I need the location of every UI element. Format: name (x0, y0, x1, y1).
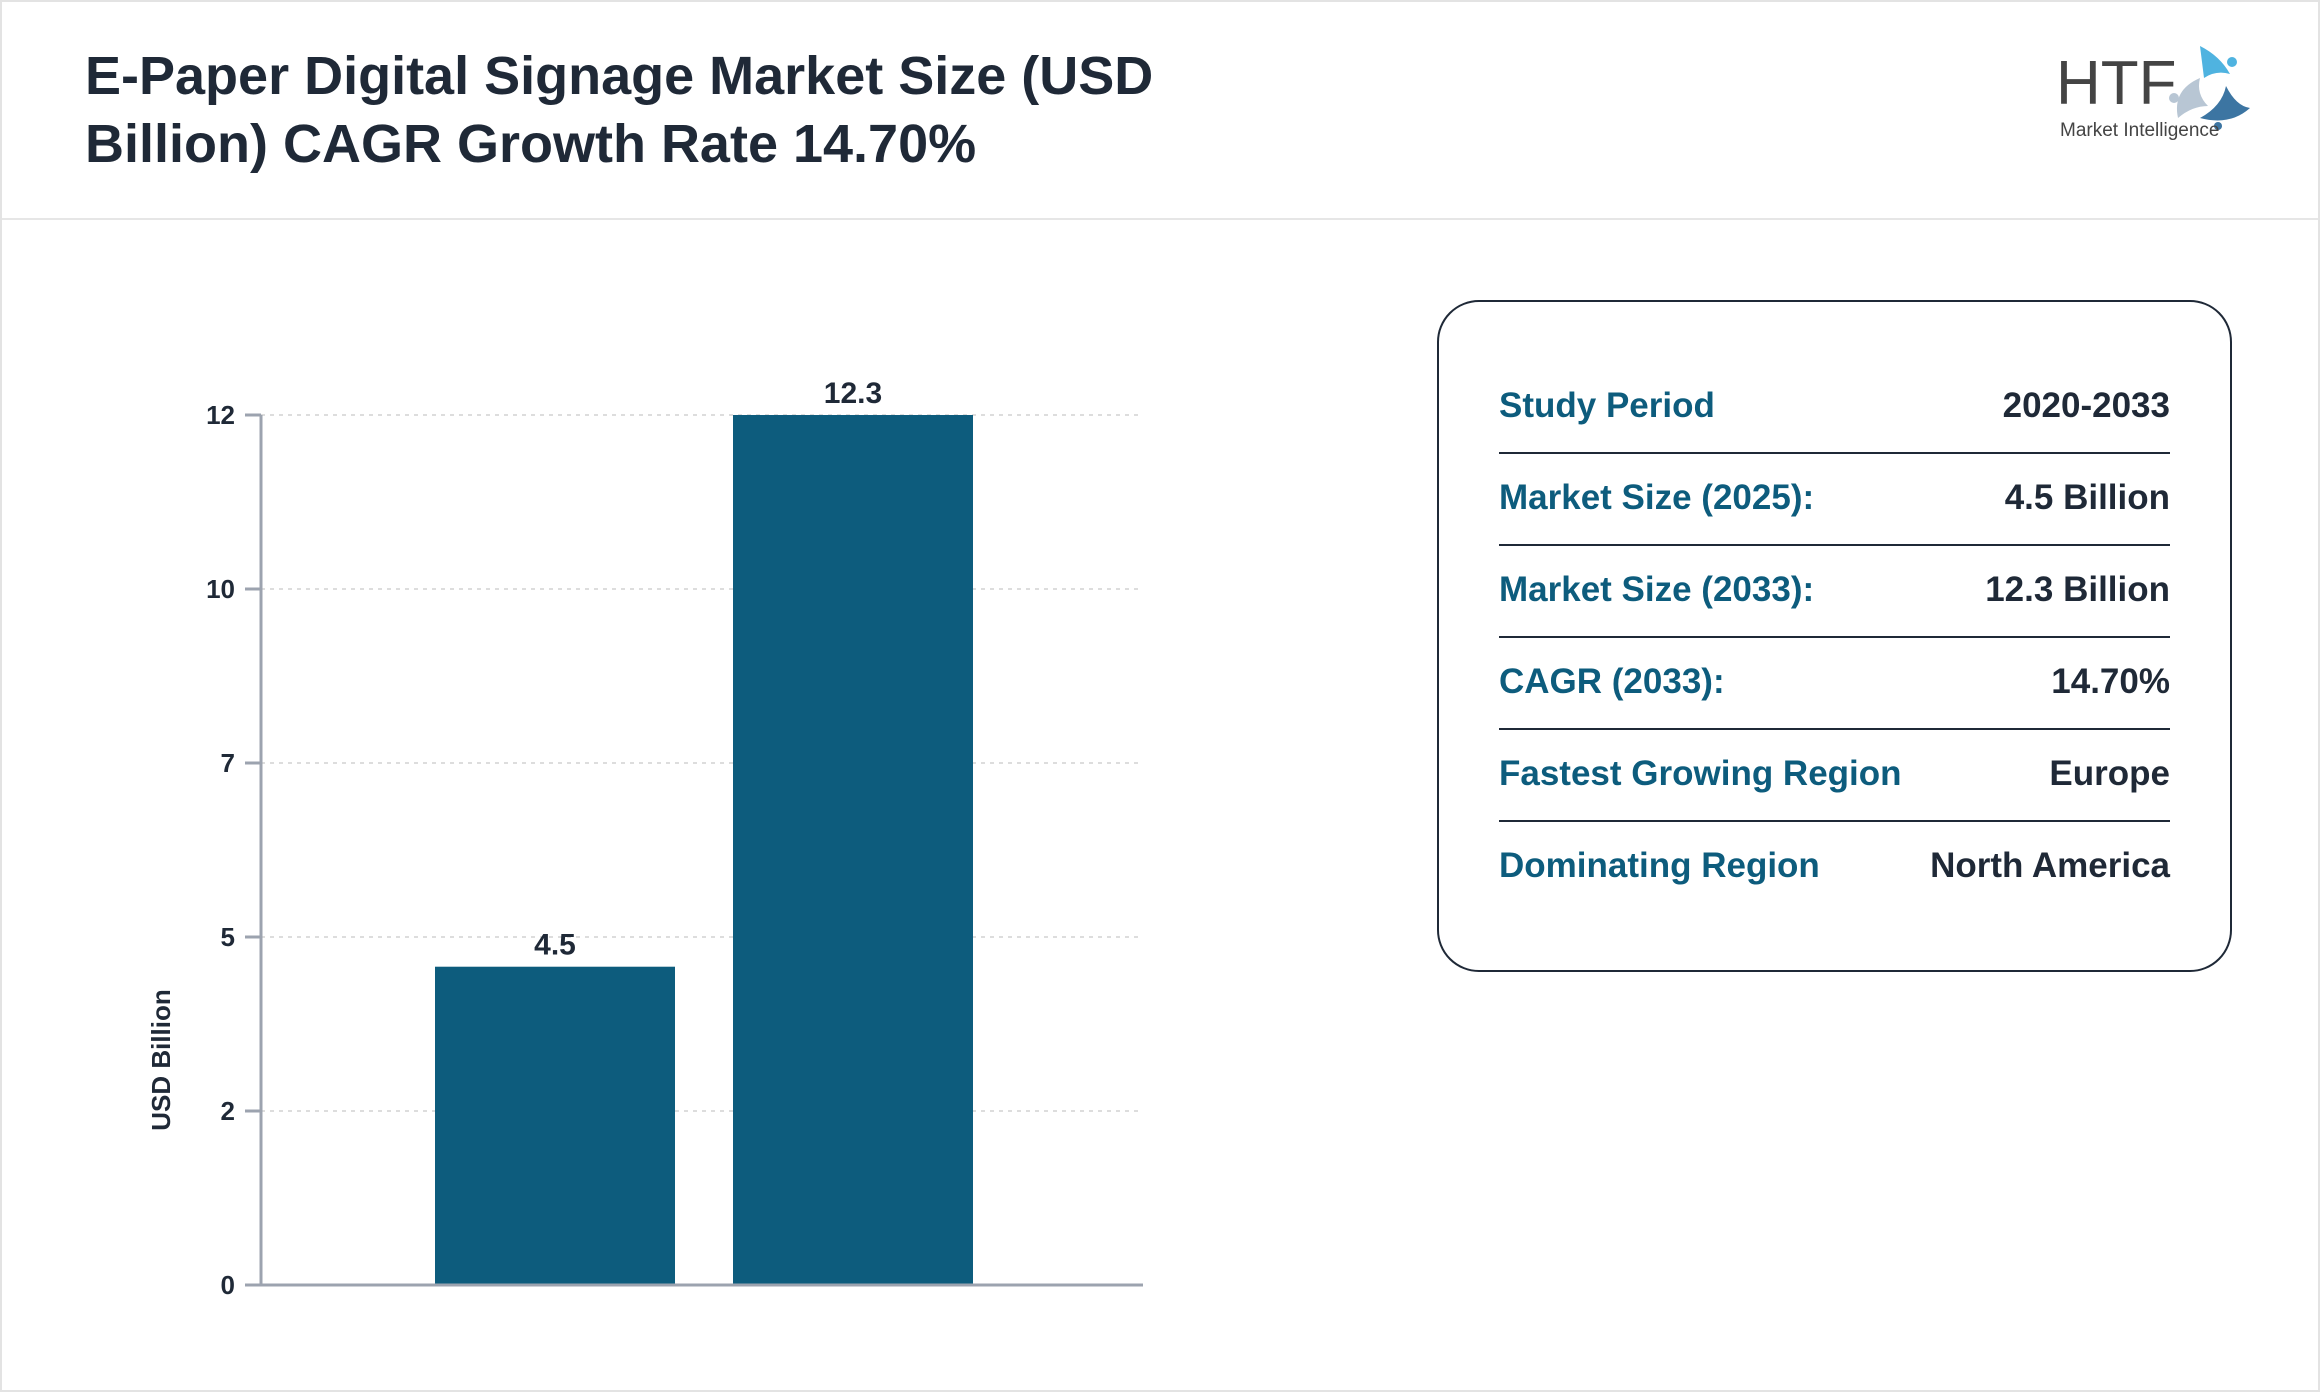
htf-logo: HTF Market Intelligence (2056, 46, 2250, 141)
info-value: Europe (2049, 754, 2170, 793)
info-row: Market Size (2025): 4.5 Billion (1499, 452, 2170, 546)
info-label: Market Size (2025): (1499, 478, 1815, 517)
page-title: E-Paper Digital Signage Market Size (USD… (85, 46, 1154, 174)
info-value: North America (1930, 846, 2170, 885)
y-tick-label: 12 (206, 400, 235, 430)
bar-chart: 4.512.3 0257101220252033 USD Billion (146, 377, 1143, 1300)
info-row: Market Size (2033): 12.3 Billion (1499, 544, 2170, 638)
y-tick-label: 7 (221, 748, 235, 778)
info-card: Study Period 2020-2033 Market Size (2025):… (1437, 300, 2232, 972)
info-value: 4.5 Billion (2004, 478, 2170, 517)
y-tick-label: 10 (206, 574, 235, 604)
y-axis-label: USD Billion (146, 989, 176, 1131)
info-label: CAGR (2033): (1499, 662, 1725, 701)
y-tick-label: 0 (221, 1270, 235, 1300)
data-label: 12.3 (824, 377, 882, 410)
y-tick-label: 2 (221, 1096, 235, 1126)
info-value: 2020-2033 (2002, 386, 2170, 425)
logo-subtext: Market Intelligence (2060, 120, 2219, 141)
bar-2025 (435, 966, 675, 1285)
info-value: 14.70% (2051, 662, 2170, 701)
info-row: Fastest Growing Region Europe (1499, 728, 2170, 822)
header-divider (2, 218, 2318, 220)
info-row: Study Period 2020-2033 (1499, 360, 2170, 454)
info-label: Dominating Region (1499, 846, 1820, 885)
data-label: 4.5 (534, 929, 576, 962)
y-tick-label: 5 (221, 922, 235, 952)
info-row: Dominating Region North America (1499, 820, 2170, 912)
info-row: CAGR (2033): 14.70% (1499, 636, 2170, 730)
info-label: Fastest Growing Region (1499, 754, 1902, 793)
logo-text: HTF (2056, 49, 2177, 118)
bar-2033 (733, 415, 973, 1285)
info-value: 12.3 Billion (1985, 570, 2170, 609)
info-label: Study Period (1499, 386, 1715, 425)
info-label: Market Size (2033): (1499, 570, 1815, 609)
